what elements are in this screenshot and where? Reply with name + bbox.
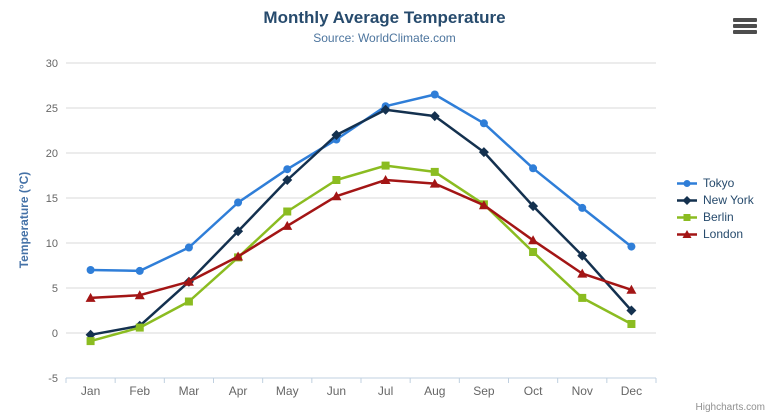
data-point-circle-marker[interactable]	[578, 203, 587, 212]
series-line	[89, 178, 633, 300]
data-point-triangle-marker[interactable]	[380, 175, 391, 184]
data-point-square-marker[interactable]	[627, 320, 636, 328]
data-point-triangle-marker[interactable]	[134, 290, 145, 300]
data-point-diamond-marker[interactable]	[626, 305, 637, 316]
x-axis-label: Nov	[572, 384, 593, 398]
legend-square-symbol	[677, 213, 697, 221]
y-axis-label: 5	[52, 283, 58, 295]
data-point-diamond-marker[interactable]	[577, 250, 588, 261]
data-point-triangle-marker[interactable]	[183, 276, 194, 286]
data-point-diamond-marker[interactable]	[282, 175, 293, 185]
data-point-circle-marker[interactable]	[479, 119, 488, 128]
data-point-circle-marker[interactable]	[529, 164, 538, 173]
hamburger-icon	[733, 30, 757, 34]
series-tokyo[interactable]	[86, 90, 636, 275]
data-point-diamond-marker[interactable]	[478, 147, 489, 158]
hamburger-icon	[733, 24, 757, 28]
data-point-triangle-marker[interactable]	[429, 178, 440, 188]
data-point-diamond-marker[interactable]	[429, 111, 440, 122]
x-axis-label: Oct	[524, 384, 543, 398]
legend: Tokyo New York Berlin London	[676, 176, 754, 241]
data-point-triangle-marker[interactable]	[682, 229, 692, 238]
data-point-square-marker[interactable]	[529, 248, 538, 256]
legend-label: New York	[703, 193, 754, 207]
x-axis-label: Dec	[621, 384, 642, 398]
data-point-square-marker[interactable]	[135, 323, 144, 332]
data-point-triangle-marker[interactable]	[331, 191, 342, 201]
y-axis-label: 30	[46, 58, 58, 70]
data-point-circle-marker[interactable]	[627, 242, 636, 251]
series-line	[89, 93, 633, 273]
data-point-triangle-marker[interactable]	[577, 268, 588, 278]
x-axis-label: Mar	[179, 384, 200, 398]
data-point-diamond-marker[interactable]	[380, 104, 391, 115]
data-point-circle-marker[interactable]	[86, 266, 95, 274]
data-point-triangle-marker[interactable]	[528, 235, 539, 245]
y-axis-title: Temperature (°C)	[17, 171, 31, 269]
data-point-square-marker[interactable]	[578, 293, 587, 302]
data-point-diamond-marker[interactable]	[233, 226, 244, 237]
data-point-square-marker[interactable]	[332, 176, 341, 184]
legend-triangle-symbol	[677, 229, 697, 238]
legend-circle-symbol	[677, 179, 697, 187]
legend-item-tokyo[interactable]: Tokyo	[676, 176, 754, 190]
data-point-square-marker[interactable]	[86, 337, 95, 346]
data-point-diamond-marker[interactable]	[682, 195, 692, 205]
x-axis-label: Aug	[424, 384, 445, 398]
x-axis-label: Jan	[81, 384, 100, 398]
legend-item-new-york[interactable]: New York	[676, 193, 754, 207]
y-axis-label: 25	[46, 103, 58, 115]
data-point-circle-marker[interactable]	[234, 198, 243, 207]
series-line	[89, 108, 633, 337]
hamburger-icon	[733, 18, 757, 22]
x-axis-label: May	[276, 384, 299, 398]
series-new-york[interactable]	[85, 104, 637, 340]
data-point-square-marker[interactable]	[381, 161, 390, 170]
y-axis-label: 10	[46, 238, 58, 250]
data-point-diamond-marker[interactable]	[331, 130, 342, 140]
series-london[interactable]	[85, 175, 637, 302]
data-point-triangle-marker[interactable]	[626, 284, 637, 294]
data-point-square-marker[interactable]	[184, 297, 193, 306]
x-axis-label: Apr	[229, 384, 248, 398]
chart-subtitle: Source: WorldClimate.com	[313, 31, 456, 45]
chart-title: Monthly Average Temperature	[263, 8, 506, 27]
x-axis-label: Sep	[473, 384, 495, 398]
data-point-triangle-marker[interactable]	[85, 292, 96, 302]
data-point-square-marker[interactable]	[683, 213, 691, 221]
data-point-circle-marker[interactable]	[135, 266, 144, 275]
legend-label: London	[703, 227, 744, 241]
data-point-square-marker[interactable]	[283, 207, 292, 216]
data-point-circle-marker[interactable]	[184, 243, 193, 252]
y-axis-label: 15	[46, 193, 58, 205]
highcharts-credit[interactable]: Highcharts.com	[695, 402, 765, 413]
data-point-triangle-marker[interactable]	[282, 220, 293, 230]
legend-label: Berlin	[703, 210, 734, 224]
data-point-circle-marker[interactable]	[430, 90, 439, 99]
legend-item-berlin[interactable]: Berlin	[676, 210, 754, 224]
data-point-circle-marker[interactable]	[683, 179, 691, 187]
x-axis-label: Feb	[129, 384, 150, 398]
legend-diamond-symbol	[677, 195, 697, 205]
x-axis-label: Jul	[378, 384, 393, 398]
series-line	[89, 164, 633, 343]
y-axis-label: 20	[46, 148, 58, 160]
x-axis-label: Jun	[327, 384, 346, 398]
data-point-circle-marker[interactable]	[283, 165, 292, 174]
data-point-square-marker[interactable]	[430, 167, 439, 176]
data-point-triangle-marker[interactable]	[478, 200, 489, 210]
data-point-diamond-marker[interactable]	[528, 201, 539, 212]
export-menu-button[interactable]	[733, 18, 757, 34]
y-axis-label: 0	[52, 328, 58, 340]
legend-label: Tokyo	[703, 176, 735, 190]
legend-item-london[interactable]: London	[676, 227, 754, 241]
y-axis-label: -5	[48, 373, 58, 385]
data-point-triangle-marker[interactable]	[233, 251, 244, 261]
